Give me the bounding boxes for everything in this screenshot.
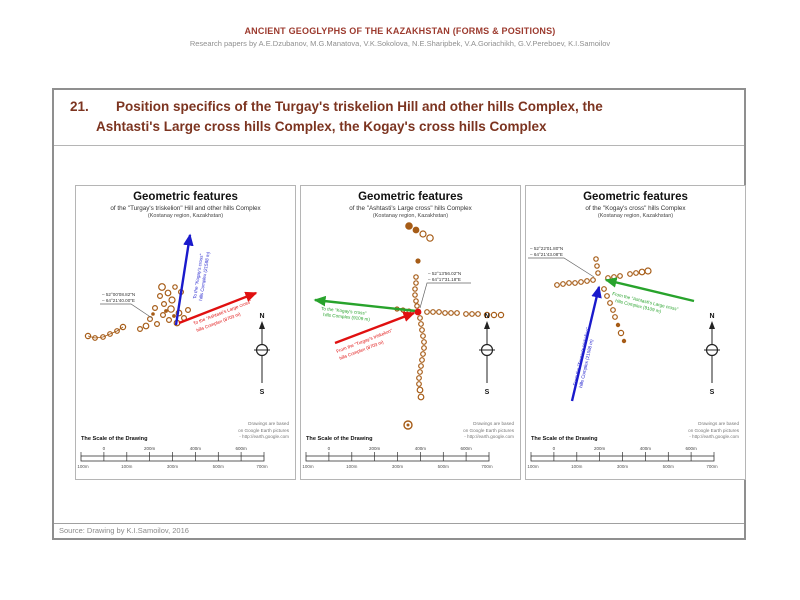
slide-frame: 21. Position specifics of the Turgay's tr… bbox=[52, 88, 746, 540]
svg-text:0: 0 bbox=[103, 446, 106, 451]
svg-text:700m: 700m bbox=[481, 464, 493, 469]
coords-lon: – 64°17'31.18"E bbox=[428, 277, 461, 282]
panel-subtitle: of the "Ashtasti's Large cross" hills Co… bbox=[349, 205, 472, 212]
svg-text:600m: 600m bbox=[235, 446, 247, 451]
svg-text:300m: 300m bbox=[392, 464, 404, 469]
svg-text:100m: 100m bbox=[302, 464, 314, 469]
svg-text:500m: 500m bbox=[438, 464, 450, 469]
compass-rose: N S bbox=[704, 313, 720, 396]
panel-kogay-footer: Drawings are based on Google Earth pictu… bbox=[526, 421, 745, 477]
svg-text:600m: 600m bbox=[460, 446, 472, 451]
panel-kogay-header: Geometric features of the "Kogay's cross… bbox=[526, 186, 745, 219]
arrow-label: To the "Kogay's cross" bbox=[321, 306, 367, 316]
coords-lon: – 64°21'40.00"E bbox=[102, 298, 135, 303]
svg-text:100m: 100m bbox=[527, 464, 539, 469]
credits: Drawings are based on Google Earth pictu… bbox=[238, 421, 289, 440]
scale-title: The Scale of the Drawing bbox=[531, 436, 598, 442]
arrow-to-ashtasti bbox=[178, 291, 258, 325]
svg-text:100m: 100m bbox=[77, 464, 89, 469]
svg-text:500m: 500m bbox=[213, 464, 225, 469]
svg-text:400m: 400m bbox=[190, 446, 202, 451]
panel-title: Geometric features bbox=[358, 191, 463, 203]
compass-south-label: S bbox=[260, 389, 265, 396]
arrow-to-kogay bbox=[313, 295, 417, 313]
panel-turgay-header: Geometric features of the "Turgay's tris… bbox=[76, 186, 295, 219]
svg-text:600m: 600m bbox=[685, 446, 697, 451]
svg-text:200m: 200m bbox=[369, 446, 381, 451]
panel-ashtasti: Geometric features of the "Ashtasti's La… bbox=[300, 185, 521, 480]
kogay-diagram: From the "Ashtasti's Large cross" hills … bbox=[528, 246, 720, 402]
compass-south-label: S bbox=[710, 389, 715, 396]
deck-authors: Research papers by A.E.Dzubanov, M.G.Man… bbox=[189, 39, 611, 48]
coords-leader-line bbox=[100, 303, 153, 319]
arrow-label: hills Complex (9109 m) bbox=[323, 312, 371, 322]
svg-text:500m: 500m bbox=[663, 464, 675, 469]
credits: Drawings are based on Google Earth pictu… bbox=[688, 421, 739, 440]
panel-region: (Kostanay region, Kazakhstan) bbox=[147, 213, 224, 219]
compass-rose: N S bbox=[254, 313, 270, 396]
arrow-from-turgay bbox=[570, 285, 602, 402]
hill-rings bbox=[394, 222, 505, 401]
panel-turgay-footer: Drawings are based on Google Earth pictu… bbox=[76, 421, 295, 477]
scale-title: The Scale of the Drawing bbox=[306, 436, 373, 442]
source-credit: Source: Drawing by K.I.Samoilov, 2016 bbox=[54, 523, 744, 538]
slide-number: 21. bbox=[70, 99, 89, 114]
panel-ashtasti-header: Geometric features of the "Ashtasti's La… bbox=[301, 186, 520, 219]
arrow-from-ashtasti bbox=[604, 277, 695, 303]
turgay-diagram: To the "Kogay's cross" hills Complex (21… bbox=[84, 233, 270, 396]
coords-leader-line bbox=[528, 257, 595, 278]
spiral-hill-icon bbox=[403, 420, 413, 430]
arrow-from-turgay bbox=[334, 311, 416, 345]
svg-text:700m: 700m bbox=[706, 464, 718, 469]
deck-title: ANCIENT GEOGLYPHS OF THE KAZAKHSTAN (FOR… bbox=[244, 26, 556, 36]
complex-center-dot bbox=[414, 308, 422, 316]
svg-text:200m: 200m bbox=[594, 446, 606, 451]
svg-text:300m: 300m bbox=[167, 464, 179, 469]
compass-rose: N S bbox=[479, 313, 495, 396]
coords-lat: – 52°22'01.80"N bbox=[530, 246, 563, 251]
panel-kogay: Geometric features of the "Kogay's cross… bbox=[525, 185, 746, 480]
svg-text:100m: 100m bbox=[121, 464, 133, 469]
panel-region: (Kostanay region, Kazakhstan) bbox=[372, 213, 449, 219]
ashtasti-diagram: To the "Kogay's cross" hills Complex (91… bbox=[313, 222, 505, 401]
svg-text:0: 0 bbox=[553, 446, 556, 451]
svg-text:300m: 300m bbox=[617, 464, 629, 469]
panel-turgay: Geometric features of the "Turgay's tris… bbox=[75, 185, 296, 480]
scale-bar: 0 200m 400m 600m 100m 100m 300m 500m 700… bbox=[77, 446, 268, 469]
coords-lat: – 52°13'56.02"N bbox=[428, 271, 461, 276]
credits: Drawings are based on Google Earth pictu… bbox=[463, 421, 514, 440]
svg-text:100m: 100m bbox=[571, 464, 583, 469]
scale-title: The Scale of the Drawing bbox=[81, 436, 148, 442]
compass-south-label: S bbox=[485, 389, 490, 396]
compass-north-label: N bbox=[484, 313, 489, 320]
slide-title: 21. Position specifics of the Turgay's tr… bbox=[54, 90, 744, 146]
panels-row: Geometric features of the "Turgay's tris… bbox=[75, 185, 746, 480]
svg-text:0: 0 bbox=[328, 446, 331, 451]
svg-text:200m: 200m bbox=[144, 446, 156, 451]
panel-subtitle: of the "Kogay's cross" hills Complex bbox=[585, 205, 686, 212]
svg-text:700m: 700m bbox=[256, 464, 268, 469]
svg-text:400m: 400m bbox=[415, 446, 427, 451]
slide-title-line1: Position specifics of the Turgay's trisk… bbox=[116, 99, 603, 114]
svg-text:100m: 100m bbox=[346, 464, 358, 469]
panel-title: Geometric features bbox=[583, 191, 688, 203]
coords-leader-line bbox=[419, 282, 471, 309]
panel-title: Geometric features bbox=[133, 191, 238, 203]
panel-ashtasti-footer: Drawings are based on Google Earth pictu… bbox=[301, 420, 520, 477]
scale-bar: 0 200m 400m 600m 100m 100m 300m 500m 700… bbox=[527, 446, 718, 469]
slide-title-line2: Ashtasti's Large cross hills Complex, th… bbox=[96, 119, 547, 135]
panel-region: (Kostanay region, Kazakhstan) bbox=[597, 213, 674, 219]
scale-bar: 0 200m 400m 600m 100m 100m 300m 500m 700… bbox=[302, 446, 493, 469]
coords-lon: – 64°21'43.08"E bbox=[530, 252, 563, 257]
coords-lat: – 52°00'08.82"N bbox=[102, 292, 135, 297]
svg-text:400m: 400m bbox=[640, 446, 652, 451]
compass-north-label: N bbox=[709, 313, 714, 320]
arrow-to-kogay bbox=[174, 233, 194, 326]
panel-subtitle: of the "Turgay's triskelion" Hill and ot… bbox=[110, 205, 261, 212]
deck-header: ANCIENT GEOGLYPHS OF THE KAZAKHSTAN (FOR… bbox=[0, 26, 800, 48]
compass-north-label: N bbox=[259, 313, 264, 320]
